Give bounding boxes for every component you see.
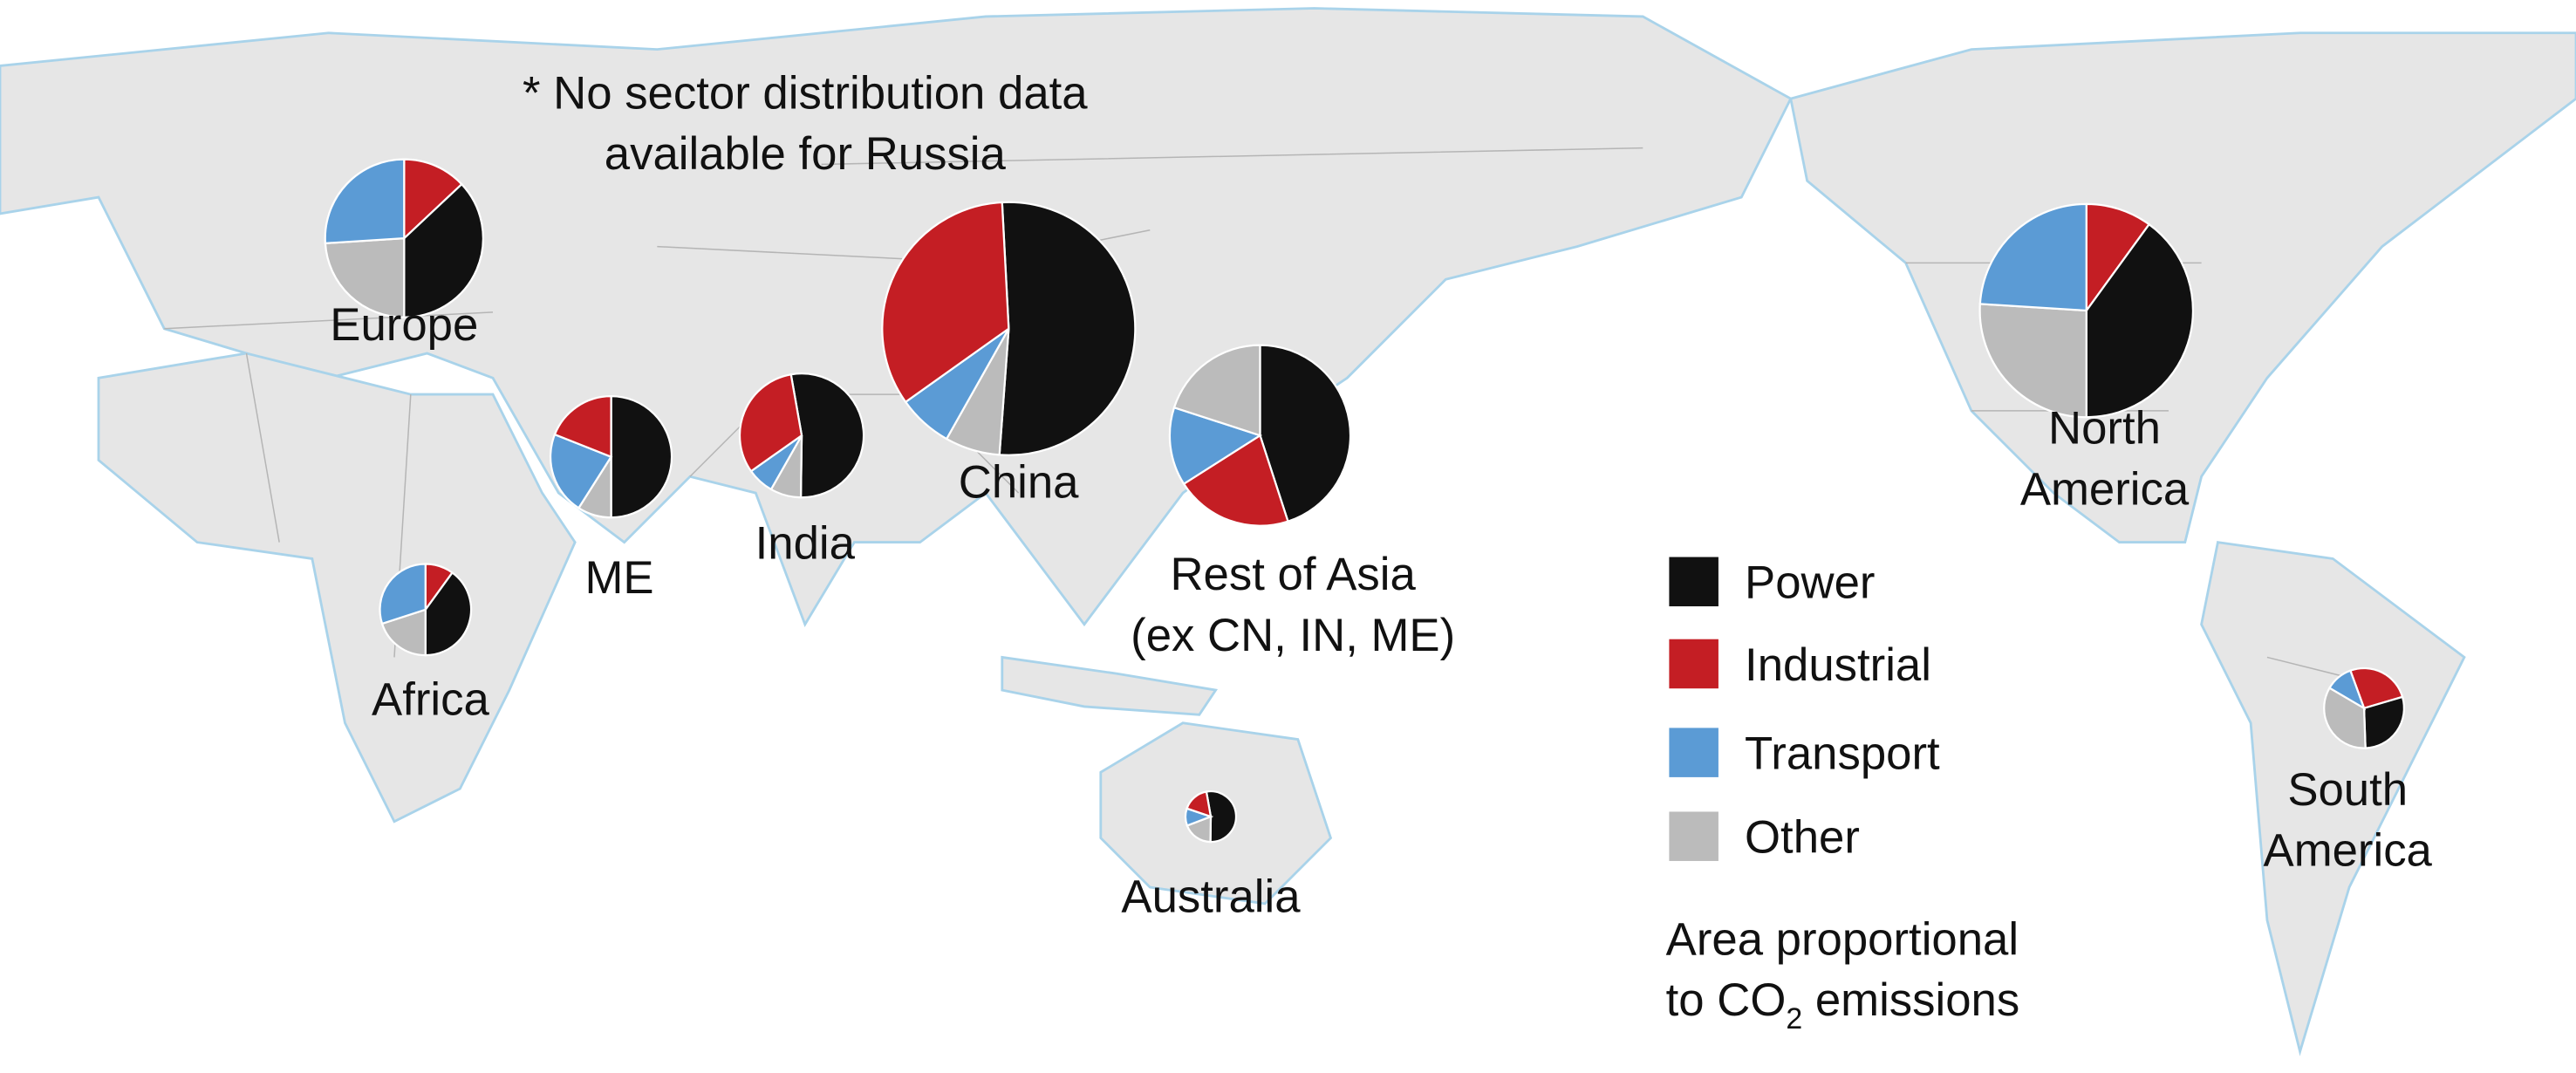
legend-swatch-transport <box>1669 728 1718 777</box>
pie-slice-other <box>1978 303 2087 419</box>
pie-slice-industrial <box>881 201 1010 404</box>
pie-slice-industrial <box>2348 666 2404 710</box>
pie-slice-power <box>1259 344 1352 523</box>
pie-slice-industrial <box>1182 434 1289 527</box>
south-america-landmass <box>2200 541 2466 1056</box>
pie-europe <box>324 158 484 318</box>
pie-slice-power <box>789 372 865 499</box>
pie-slice-transport <box>1168 406 1263 486</box>
pie-slice-industrial <box>1186 790 1213 818</box>
region-label-me: ME <box>584 552 653 604</box>
region-label-north-america: America <box>2020 463 2190 515</box>
legend-swatch-power <box>1669 557 1718 607</box>
region-label-india: India <box>755 517 856 569</box>
region-label-africa: Africa <box>372 673 489 725</box>
area-note-line2: to CO2 emissions <box>1666 974 2020 1035</box>
pie-slice-transport <box>549 433 613 509</box>
region-label-rest-of-asia: (ex CN, IN, ME) <box>1131 610 1455 661</box>
legend: Power Industrial Transport Other Area pr… <box>1666 557 2020 1035</box>
pie-slice-power <box>998 201 1137 456</box>
legend-label-other: Other <box>1745 812 1860 864</box>
pie-slice-power <box>2362 695 2406 749</box>
pie-rest-of-asia <box>1168 344 1352 527</box>
pie-slice-transport <box>324 158 406 245</box>
legend-label-industrial: Industrial <box>1745 639 1931 691</box>
legend-swatch-industrial <box>1669 639 1718 689</box>
pie-australia <box>1184 789 1238 844</box>
region-pies <box>324 158 2406 844</box>
region-label-australia: Australia <box>1121 871 1301 922</box>
pie-slice-industrial <box>738 372 803 473</box>
pie-slice-industrial <box>2085 202 2151 314</box>
pie-slice-power <box>403 182 484 318</box>
pie-africa <box>379 563 473 657</box>
region-labels: Europe ME India China Rest of Asia (ex CN, IN… <box>330 299 2432 922</box>
pie-me <box>549 394 673 519</box>
region-label-china: China <box>959 457 1079 509</box>
area-note-line1: Area proportional <box>1666 913 2019 965</box>
pie-slice-power <box>610 394 673 519</box>
legend-label-transport: Transport <box>1745 728 1940 779</box>
pie-north-america <box>1978 202 2195 419</box>
legend-swatch-other <box>1669 811 1718 861</box>
pie-slice-power <box>2085 222 2195 419</box>
pie-south-america <box>2323 666 2406 749</box>
pie-slice-industrial <box>553 394 612 459</box>
region-label-south-america: America <box>2264 825 2433 877</box>
africa-landmass <box>97 352 577 824</box>
region-label-south-america: South <box>2287 764 2408 816</box>
region-label-rest-of-asia: Rest of Asia <box>1170 549 1416 600</box>
region-label-north-america: North <box>2048 403 2161 454</box>
pie-slice-power <box>1205 789 1238 844</box>
russia-note-line2: available for Russia <box>605 128 1007 180</box>
pie-slice-transport <box>379 563 427 625</box>
pie-slice-transport <box>1978 202 2087 312</box>
pie-india <box>738 372 865 499</box>
pie-china <box>881 201 1137 456</box>
legend-label-power: Power <box>1745 557 1875 609</box>
russia-note-line1: * No sector distribution data <box>523 67 1088 119</box>
pie-slice-other <box>1172 344 1261 437</box>
pie-slice-transport <box>2327 669 2367 711</box>
pie-slice-industrial <box>403 158 463 241</box>
region-label-europe: Europe <box>330 299 478 351</box>
pie-slice-other <box>324 236 406 318</box>
indonesia-landmass <box>1001 655 1219 716</box>
pie-slice-power <box>424 571 473 657</box>
